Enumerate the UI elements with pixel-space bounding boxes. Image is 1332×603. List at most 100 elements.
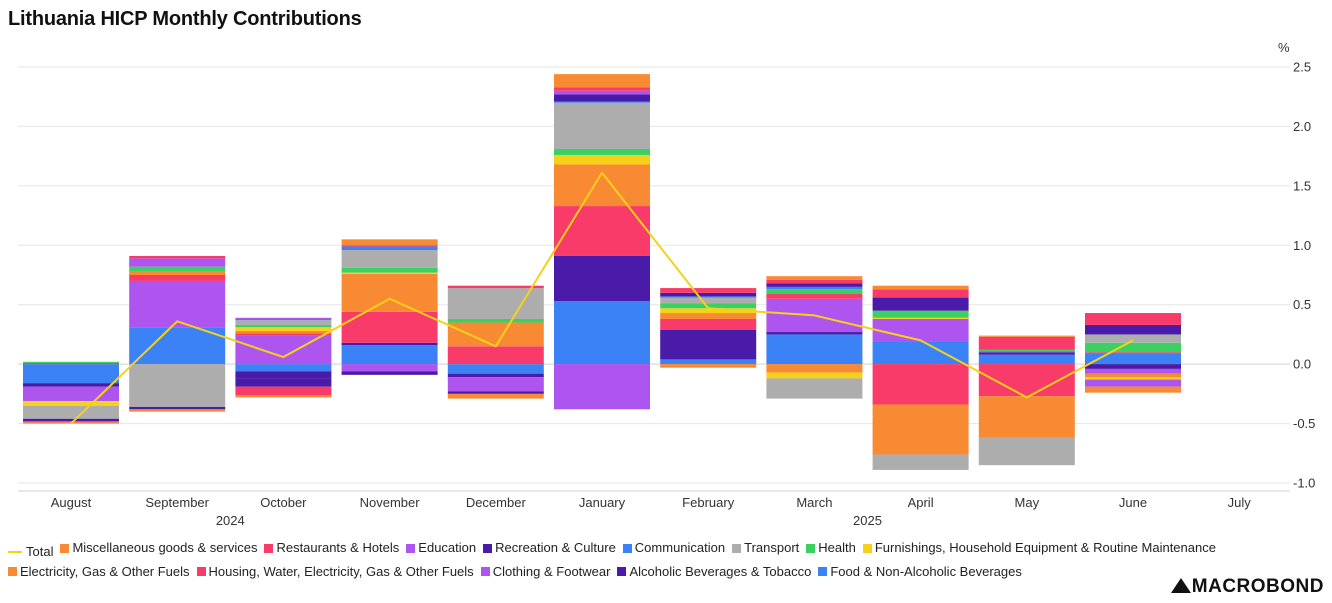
bar-segment (235, 318, 332, 321)
bar-segment (1085, 352, 1181, 354)
bar-segment (872, 404, 969, 455)
bar-segment (660, 364, 757, 368)
logo-mark-icon (1170, 578, 1191, 593)
legend-item: Communication (622, 538, 726, 558)
bar-segment (341, 371, 438, 375)
bar-segment (872, 341, 969, 365)
legend-color-swatch (732, 543, 742, 553)
bar-segment (129, 255, 226, 259)
bar-segment (660, 303, 757, 309)
bar-segment (447, 285, 544, 289)
bar-segment (23, 386, 119, 401)
bar-segment (235, 364, 332, 372)
bar-segment (872, 285, 969, 290)
bar-segment (660, 296, 757, 298)
y-tick-label: 1.0 (1293, 238, 1311, 253)
bar-segment (978, 349, 1075, 352)
y-tick-label: 2.0 (1293, 119, 1311, 134)
bar-segment (554, 164, 650, 207)
legend-line-swatch (8, 550, 22, 553)
bar-segment (978, 354, 1075, 365)
bar-segment (1085, 386, 1181, 393)
bar-segment (23, 400, 119, 406)
bar-segment (447, 377, 544, 392)
x-tick-label: May (1015, 495, 1040, 510)
legend-color-swatch (406, 543, 416, 553)
bar-segment (554, 90, 650, 95)
legend-label: Transport (744, 540, 800, 555)
bar-segment (1085, 313, 1181, 325)
bar-segment (1085, 373, 1181, 378)
bar-segment (554, 101, 650, 103)
legend-row-1: Total Miscellaneous goods & services Resta… (8, 538, 1268, 562)
legend-label: Furnishings, Household Equipment & Routi… (874, 540, 1216, 555)
legend-color-swatch (8, 567, 17, 576)
bar-segment (766, 372, 863, 379)
legend-item: Clothing & Footwear (480, 562, 611, 582)
chart-svg: 2.5 2.0 1.5 1.0 0.5 0.0 -0.5 -1.0% August Septemb… (18, 40, 1315, 528)
legend-color-swatch (264, 543, 274, 553)
chart-title: Lithuania HICP Monthly Contributions (8, 8, 362, 30)
bar-segment (554, 154, 650, 165)
x-tick-label: August (51, 495, 92, 510)
bar-segment (235, 330, 332, 334)
bar-segment (23, 361, 119, 363)
bar-segment (1085, 342, 1181, 353)
bar-segment (23, 362, 119, 365)
bar-segment (978, 351, 1075, 353)
bar-segment (235, 395, 332, 398)
y-tick-label: 1.5 (1293, 178, 1311, 193)
legend-item: Health (806, 538, 856, 558)
bar-segment (766, 364, 863, 373)
bar-segment (554, 149, 650, 155)
bar-segment (766, 289, 863, 295)
legend-item: Alcoholic Beverages & Tobacco (617, 562, 811, 582)
bar-segment (872, 310, 969, 318)
bar-segment (872, 364, 969, 405)
bar-segment (235, 386, 332, 396)
bar-segment (554, 206, 650, 256)
legend: Total Miscellaneous goods & services Resta… (8, 538, 1268, 582)
bar-segment (554, 74, 650, 88)
bar-segment (23, 364, 119, 384)
bar-segment (447, 373, 544, 378)
legend-label: Communication (634, 540, 726, 555)
legend-item: Food & Non-Alcoholic Beverages (818, 562, 1022, 582)
bar-segment (1085, 324, 1181, 335)
bar-segment (766, 279, 863, 284)
x-tick-label: November (360, 495, 421, 510)
bar-segment (447, 322, 544, 347)
bar-segment (978, 437, 1075, 466)
legend-label: Alcoholic Beverages & Tobacco (629, 563, 812, 579)
bar-segment (1085, 334, 1181, 343)
bar-segment (554, 301, 650, 365)
legend-label: Total (26, 543, 54, 559)
legend-label: Clothing & Footwear (492, 563, 611, 579)
y-unit-label: % (1278, 40, 1290, 55)
bar-segment (235, 324, 332, 328)
legend-row-2: Electricity, Gas & Other Fuels Housing, W… (8, 562, 1268, 583)
bar-segment (129, 327, 226, 365)
bar-segment (660, 308, 757, 314)
logo-text: MACROBOND (1191, 576, 1324, 597)
bar-segment (660, 288, 757, 293)
legend-item: Electricity, Gas & Other Fuels (8, 562, 190, 582)
bar-segment (554, 102, 650, 150)
bar-segment (660, 313, 757, 319)
bar-segment (129, 258, 226, 267)
bar-segment (235, 320, 332, 325)
y-tick-label: -1.0 (1293, 476, 1315, 491)
x-tick-label: July (1228, 495, 1252, 510)
bar-segment (660, 329, 757, 360)
legend-color-swatch (617, 567, 627, 576)
bar-segment (447, 318, 544, 323)
bar-segment (23, 421, 119, 423)
bar-segment (129, 406, 226, 410)
bar-segment (872, 318, 969, 342)
bar-segment (341, 250, 438, 268)
legend-color-swatch (60, 543, 70, 553)
bar-segment (23, 405, 119, 419)
x-year-label: 2024 (216, 513, 245, 528)
legend-item: Furnishings, Household Equipment & Routi… (862, 538, 1216, 558)
bar-segment (341, 246, 438, 251)
